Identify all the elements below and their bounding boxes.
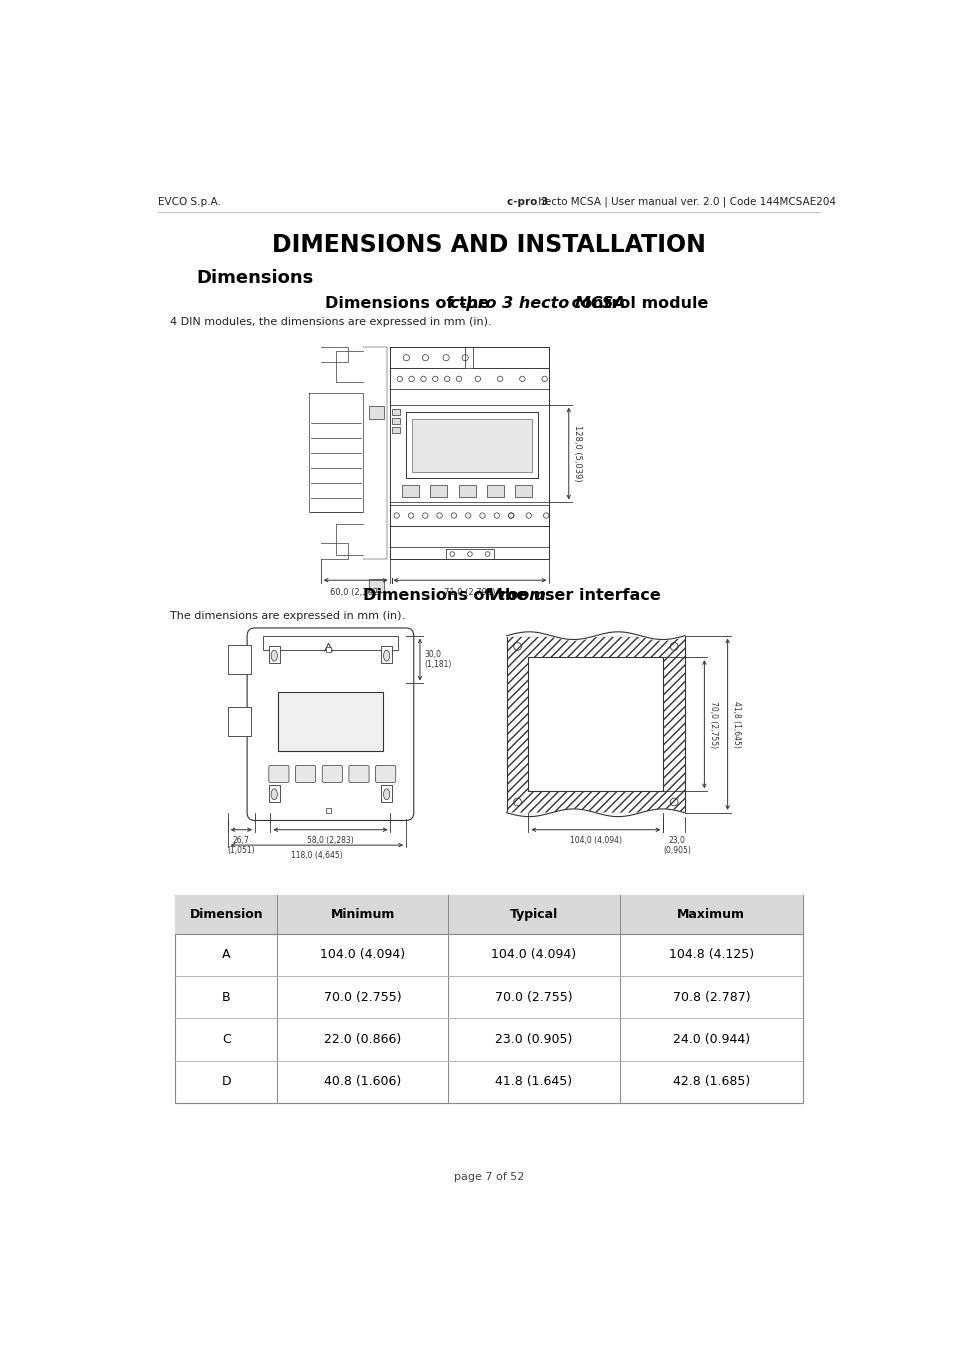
Text: 40.8 (1.606): 40.8 (1.606)	[324, 1075, 401, 1089]
Text: 23.0 (0.905): 23.0 (0.905)	[495, 1034, 572, 1046]
Text: 41,8 (1,645): 41,8 (1,645)	[732, 701, 740, 747]
Bar	[326, 647, 331, 651]
Text: 58,0 (2,283): 58,0 (2,283)	[307, 836, 354, 844]
Text: 104.0 (4.094): 104.0 (4.094)	[319, 948, 405, 962]
Text: C: C	[222, 1034, 231, 1046]
Text: 70,0 (2,755): 70,0 (2,755)	[708, 701, 718, 748]
Text: 118,0 (4,645): 118,0 (4,645)	[291, 851, 342, 861]
Ellipse shape	[271, 650, 277, 661]
Text: 22.0 (0.866): 22.0 (0.866)	[324, 1034, 401, 1046]
Text: 104.0 (4.094): 104.0 (4.094)	[491, 948, 576, 962]
Bar	[228, 707, 251, 736]
Text: user interface: user interface	[527, 588, 659, 603]
Text: 104,0 (4,094): 104,0 (4,094)	[569, 836, 621, 844]
Bar	[412, 419, 531, 471]
Bar	[174, 896, 802, 1102]
Text: 70.8 (2.787): 70.8 (2.787)	[672, 990, 749, 1004]
FancyBboxPatch shape	[375, 766, 395, 782]
Text: 26,7
(1,051): 26,7 (1,051)	[227, 836, 254, 855]
Text: 71,0 (2,795): 71,0 (2,795)	[444, 588, 496, 597]
Bar	[506, 636, 684, 813]
Text: A: A	[222, 948, 231, 962]
FancyBboxPatch shape	[322, 766, 342, 782]
Text: 23,0
(0,905): 23,0 (0,905)	[662, 836, 691, 855]
Bar	[326, 808, 331, 813]
Bar	[392, 427, 399, 434]
Text: Dimension: Dimension	[190, 908, 263, 921]
Text: The dimensions are expressed in mm (in).: The dimensions are expressed in mm (in).	[170, 612, 404, 621]
Text: 70.0 (2.755): 70.0 (2.755)	[495, 990, 572, 1004]
Text: 128,0 (5,039): 128,0 (5,039)	[573, 426, 581, 482]
Bar	[506, 636, 684, 813]
FancyBboxPatch shape	[349, 766, 369, 782]
Bar	[269, 646, 279, 663]
Ellipse shape	[271, 789, 277, 800]
FancyBboxPatch shape	[247, 628, 414, 820]
Text: Typical: Typical	[509, 908, 558, 921]
Text: Dimensions: Dimensions	[196, 269, 314, 286]
Bar	[528, 657, 662, 792]
Bar	[369, 407, 384, 419]
Text: 30,0
(1,181): 30,0 (1,181)	[424, 650, 452, 669]
Text: 24.0 (0.944): 24.0 (0.944)	[672, 1034, 749, 1046]
Bar	[228, 644, 251, 674]
Bar	[458, 485, 476, 497]
Bar	[381, 646, 392, 663]
Bar	[392, 408, 399, 415]
Text: control module: control module	[566, 296, 708, 311]
Text: Dimensions of the: Dimensions of the	[363, 588, 533, 603]
Bar	[262, 636, 397, 650]
Text: B: B	[222, 990, 231, 1004]
Text: Maximum: Maximum	[677, 908, 744, 921]
FancyBboxPatch shape	[295, 766, 315, 782]
Text: EVCO S.p.A.: EVCO S.p.A.	[158, 197, 221, 207]
Text: Dimensions of the: Dimensions of the	[324, 296, 494, 311]
Text: c-pro 3: c-pro 3	[506, 197, 547, 207]
Text: D: D	[221, 1075, 231, 1089]
Text: c-pro 3 hecto MCSA: c-pro 3 hecto MCSA	[450, 296, 625, 311]
Bar	[278, 692, 382, 751]
Bar	[381, 785, 392, 802]
Text: Vroom: Vroom	[488, 588, 546, 603]
Text: DIMENSIONS AND INSTALLATION: DIMENSIONS AND INSTALLATION	[272, 234, 705, 257]
Ellipse shape	[383, 650, 390, 661]
Bar	[269, 785, 279, 802]
Bar	[392, 417, 399, 424]
FancyBboxPatch shape	[269, 766, 289, 782]
Text: 104.8 (4.125): 104.8 (4.125)	[668, 948, 753, 962]
Text: 41.8 (1.645): 41.8 (1.645)	[495, 1075, 572, 1089]
Bar	[174, 896, 802, 934]
Bar	[515, 485, 532, 497]
Text: page 7 of 52: page 7 of 52	[454, 1171, 523, 1182]
Text: Minimum: Minimum	[330, 908, 395, 921]
Text: 4 DIN modules, the dimensions are expressed in mm (in).: 4 DIN modules, the dimensions are expres…	[170, 317, 491, 327]
Bar	[486, 485, 503, 497]
Bar	[369, 580, 384, 592]
Text: hecto MCSA | User manual ver. 2.0 | Code 144MCSAE204: hecto MCSA | User manual ver. 2.0 | Code…	[535, 197, 836, 208]
Bar	[430, 485, 447, 497]
Bar	[402, 485, 418, 497]
Text: 70.0 (2.755): 70.0 (2.755)	[323, 990, 401, 1004]
Text: 42.8 (1.685): 42.8 (1.685)	[672, 1075, 749, 1089]
Text: 60,0 (2,362): 60,0 (2,362)	[330, 588, 381, 597]
Ellipse shape	[383, 789, 390, 800]
